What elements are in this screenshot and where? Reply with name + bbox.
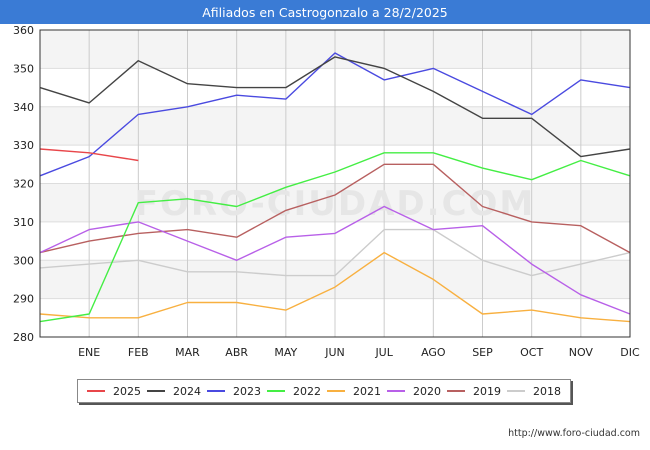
- legend-item-2018: 2018: [507, 385, 561, 398]
- legend: 2025 2024 2023 2022 2021 2020 2019 2018: [77, 379, 571, 403]
- legend-label: 2019: [473, 384, 501, 398]
- x-tick-label: AGO: [421, 346, 446, 359]
- legend-label: 2024: [173, 384, 201, 398]
- legend-label: 2018: [533, 384, 561, 398]
- x-tick-label: FEB: [128, 346, 149, 359]
- legend-item-2024: 2024: [147, 385, 201, 398]
- legend-swatch: [87, 390, 105, 392]
- y-tick-label: 350: [13, 62, 34, 75]
- series-line-2020: [39, 205, 631, 315]
- legend-item-2022: 2022: [267, 385, 321, 398]
- plot-frame: [39, 29, 631, 338]
- x-tick-label: ABR: [225, 346, 248, 359]
- series-line-2024: [39, 56, 631, 158]
- y-tick-label: 280: [13, 331, 34, 344]
- legend-label: 2023: [233, 384, 261, 398]
- legend-label: 2025: [113, 384, 141, 398]
- legend-label: 2021: [353, 384, 381, 398]
- legend-item-2025: 2025: [87, 385, 141, 398]
- legend-item-2021: 2021: [327, 385, 381, 398]
- x-tick-label: JUN: [324, 346, 345, 359]
- x-tick-label: OCT: [520, 346, 543, 359]
- series-line-2018: [39, 228, 631, 277]
- y-tick-label: 340: [13, 101, 34, 114]
- legend-swatch: [267, 390, 285, 392]
- series-line-2025: [39, 148, 139, 162]
- y-tick-label: 290: [13, 293, 34, 306]
- source-url: http://www.foro-ciudad.com: [508, 428, 640, 439]
- legend-label: 2020: [413, 384, 441, 398]
- series-line-2023: [39, 52, 631, 177]
- y-tick-label: 320: [13, 178, 34, 191]
- series-line-2019: [39, 163, 631, 254]
- legend-swatch: [327, 390, 345, 392]
- x-tick-label: MAR: [175, 346, 200, 359]
- legend-swatch: [147, 390, 165, 392]
- legend-swatch: [387, 390, 405, 392]
- chart-title: Afiliados en Castrogonzalo a 28/2/2025: [0, 0, 650, 24]
- legend-label: 2022: [293, 384, 321, 398]
- y-tick-label: 330: [13, 139, 34, 152]
- series-line-2022: [39, 152, 631, 323]
- watermark: FORO-CIUDAD.COM: [135, 184, 536, 224]
- legend-swatch: [207, 390, 225, 392]
- y-axis-tick-labels: 280 290 300 310 320 330 340 350 360: [13, 24, 34, 344]
- series-lines: [39, 52, 631, 323]
- x-axis-tick-labels: ENE FEB MAR ABR MAY JUN JUL AGO SEP OCT NOV DIC: [78, 346, 640, 359]
- series-line-2021: [39, 251, 631, 323]
- legend-swatch: [447, 390, 465, 392]
- y-tick-label: 360: [13, 24, 34, 37]
- y-tick-label: 310: [13, 216, 34, 229]
- x-tick-label: NOV: [569, 346, 594, 359]
- legend-swatch: [507, 390, 525, 392]
- legend-item-2020: 2020: [387, 385, 441, 398]
- x-tick-label: JUL: [374, 346, 393, 359]
- legend-item-2023: 2023: [207, 385, 261, 398]
- x-tick-label: DIC: [620, 346, 640, 359]
- x-tick-label: SEP: [472, 346, 493, 359]
- legend-item-2019: 2019: [447, 385, 501, 398]
- x-tick-label: MAY: [274, 346, 297, 359]
- x-tick-label: ENE: [78, 346, 100, 359]
- y-tick-label: 300: [13, 254, 34, 267]
